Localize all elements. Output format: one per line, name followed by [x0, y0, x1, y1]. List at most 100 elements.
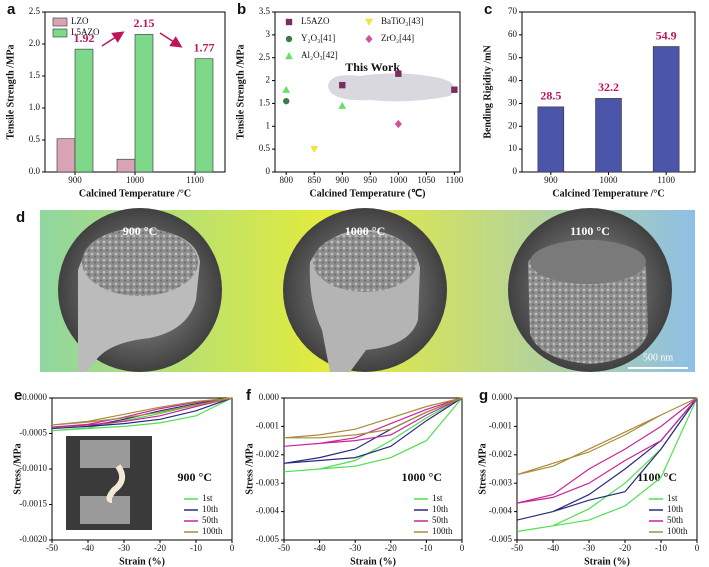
y-tick-label: 20 [508, 120, 518, 130]
point [310, 145, 319, 153]
x-tick-label: 1000 [389, 175, 408, 185]
y-tick-label: 0.0000 [22, 392, 47, 402]
legend-label: LZO [71, 16, 89, 26]
legend-label: 10th [667, 504, 684, 514]
point [338, 101, 347, 109]
value-label: 2.15 [134, 16, 155, 30]
x-tick-label: 900 [336, 175, 350, 185]
x-tick-label: -30 [118, 543, 130, 553]
y-tick-label: 0 [266, 166, 271, 176]
point [395, 70, 402, 77]
y-axis-title: Stress /MPa [12, 443, 23, 494]
legend-label: 100th [667, 526, 688, 536]
x-tick-label: 850 [307, 175, 321, 185]
point [339, 81, 346, 89]
annotation: 1000 °C [402, 470, 442, 484]
x-axis-title: Strain (%) [584, 556, 630, 567]
y-axis-title: Tensile Strength /MPa [5, 44, 16, 139]
x-tick-label: 1000 [600, 175, 619, 185]
y-tick-label: 2 [266, 75, 271, 85]
x-tick-label: -10 [190, 543, 202, 553]
bar [537, 106, 565, 173]
y-tick-label: -0.005 [489, 534, 513, 544]
x-tick-label: -40 [314, 543, 326, 553]
series-line [516, 397, 698, 476]
sem-image [58, 208, 222, 372]
y-tick-label: 40 [508, 75, 518, 85]
x-tick-label: 900 [544, 175, 558, 185]
y-tick-label: 1.5 [29, 70, 41, 80]
value-label: 54.9 [656, 28, 677, 42]
x-tick-label: -50 [278, 543, 290, 553]
y-tick-label: 0.000 [259, 392, 280, 402]
y-tick-label: -0.002 [489, 449, 512, 459]
series-line [516, 397, 698, 504]
x-tick-label: -30 [349, 543, 361, 553]
x-tick-label: 0 [695, 543, 700, 553]
arrow [159, 32, 183, 48]
sem-image [508, 208, 672, 372]
x-tick-label: 800 [279, 175, 293, 185]
sem-image [283, 208, 447, 372]
series-line [51, 397, 233, 428]
y-tick-label: -0.001 [256, 420, 279, 430]
x-tick-label: -50 [46, 543, 58, 553]
value-label: 32.2 [598, 80, 619, 94]
y-tick-label: 0.0 [29, 166, 41, 176]
y-tick-label: 1.5 [259, 97, 271, 107]
series-line [516, 397, 698, 521]
y-tick-label: 2.0 [29, 38, 41, 48]
panel-letter: a [7, 1, 16, 18]
panel-letter: d [16, 209, 25, 226]
y-tick-label: 3.5 [259, 6, 271, 16]
legend-label: 10th [202, 504, 219, 514]
x-tick-label: -40 [547, 543, 559, 553]
x-tick-label: 1100 [186, 175, 204, 185]
panel-letter: b [237, 1, 246, 18]
legend-label: 50th [667, 515, 684, 525]
image-caption: 1100 °C [570, 224, 610, 238]
x-axis-title: Calcined Temperature /°C [79, 188, 191, 199]
bar [652, 46, 680, 173]
legend-swatch [285, 35, 293, 43]
y-tick-label: -0.0015 [19, 499, 47, 509]
legend-label: 1st [667, 493, 678, 503]
x-axis-title: Strain (%) [119, 556, 165, 567]
y-tick-label: 0.000 [492, 392, 513, 402]
y-tick-label: -0.004 [489, 506, 513, 516]
x-tick-label: 1100 [446, 175, 464, 185]
x-tick-label: -50 [511, 543, 523, 553]
x-tick-label: -20 [619, 543, 631, 553]
y-tick-label: -0.0020 [19, 534, 47, 544]
x-tick-label: 0 [460, 543, 465, 553]
y-tick-label: -0.002 [256, 449, 279, 459]
bar [116, 158, 136, 173]
y-tick-label: 0.5 [259, 143, 271, 153]
x-tick-label: 950 [364, 175, 378, 185]
legend-swatch [365, 34, 373, 44]
y-tick-label: 3 [266, 29, 271, 39]
y-tick-label: -0.005 [256, 534, 280, 544]
y-tick-label: -0.004 [256, 506, 280, 516]
y-tick-label: 0 [513, 166, 518, 176]
series-line [283, 397, 463, 447]
y-axis-title: Tensile Strength /MPa [235, 44, 246, 139]
y-tick-label: -0.0005 [19, 428, 47, 438]
y-tick-label: 1.0 [29, 102, 41, 112]
y-tick-label: 10 [508, 143, 518, 153]
plot-frame [283, 397, 463, 541]
y-tick-label: 1 [266, 120, 271, 130]
series-line [51, 397, 233, 430]
legend-label: 10th [432, 504, 449, 514]
legend-label: ZrO₂[44] [381, 33, 414, 43]
y-tick-label: -0.0010 [19, 463, 47, 473]
point [282, 85, 291, 93]
legend-swatch [52, 28, 68, 38]
panel-letter: f [246, 387, 252, 404]
x-tick-label: -30 [583, 543, 595, 553]
legend-swatch [365, 18, 373, 26]
x-tick-label: 1000 [126, 175, 145, 185]
y-tick-label: 0.5 [29, 134, 41, 144]
legend-label: Y₂O₃[41] [301, 33, 335, 43]
